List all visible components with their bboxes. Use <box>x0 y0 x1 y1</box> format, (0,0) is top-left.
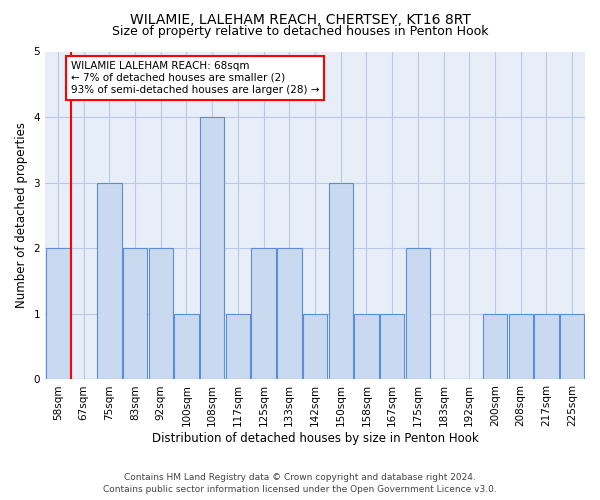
Text: WILAMIE, LALEHAM REACH, CHERTSEY, KT16 8RT: WILAMIE, LALEHAM REACH, CHERTSEY, KT16 8… <box>130 12 470 26</box>
Bar <box>174 314 199 380</box>
Bar <box>329 182 353 380</box>
Bar <box>46 248 70 380</box>
Bar <box>226 314 250 380</box>
Bar <box>560 314 584 380</box>
Bar <box>123 248 147 380</box>
Bar <box>149 248 173 380</box>
Text: Contains HM Land Registry data © Crown copyright and database right 2024.
Contai: Contains HM Land Registry data © Crown c… <box>103 472 497 494</box>
Bar <box>380 314 404 380</box>
Bar <box>251 248 276 380</box>
Bar <box>534 314 559 380</box>
X-axis label: Distribution of detached houses by size in Penton Hook: Distribution of detached houses by size … <box>152 432 478 445</box>
Text: WILAMIE LALEHAM REACH: 68sqm
← 7% of detached houses are smaller (2)
93% of semi: WILAMIE LALEHAM REACH: 68sqm ← 7% of det… <box>71 62 319 94</box>
Y-axis label: Number of detached properties: Number of detached properties <box>15 122 28 308</box>
Text: Size of property relative to detached houses in Penton Hook: Size of property relative to detached ho… <box>112 25 488 38</box>
Bar <box>483 314 507 380</box>
Bar <box>303 314 327 380</box>
Bar <box>277 248 302 380</box>
Bar <box>97 182 122 380</box>
Bar <box>200 117 224 380</box>
Bar <box>354 314 379 380</box>
Bar <box>406 248 430 380</box>
Bar <box>509 314 533 380</box>
